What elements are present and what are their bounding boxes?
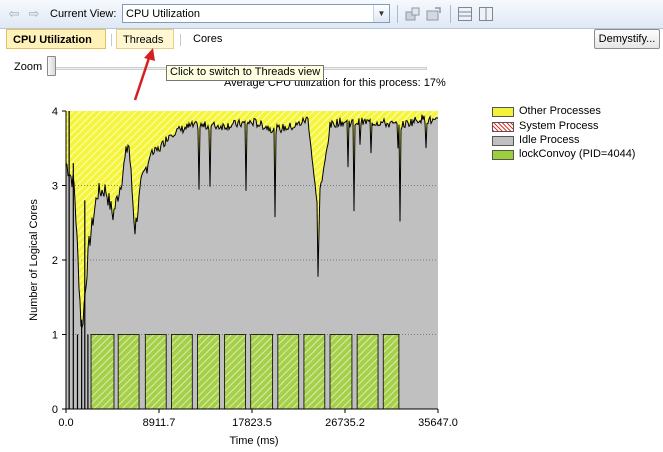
lockconvoy-burst (144, 334, 167, 410)
zoom-slider-thumb[interactable] (47, 56, 56, 76)
zoom-tool-icon[interactable] (405, 6, 421, 22)
current-view-dropdown[interactable]: CPU Utilization ▼ (122, 4, 390, 23)
lockconvoy-burst (277, 334, 300, 410)
y-tick-label: 4 (52, 106, 58, 118)
lockconvoy-burst (197, 334, 220, 410)
toolbar-separator (450, 5, 451, 23)
zoom-label: Zoom (14, 61, 43, 73)
vertical-split-icon[interactable] (478, 6, 494, 22)
x-tick-label: 0.0 (58, 417, 73, 429)
current-view-value: CPU Utilization (126, 8, 200, 20)
demystify-button[interactable]: Demystify... (594, 29, 660, 49)
legend-label: lockConvoy (PID=4044) (519, 148, 636, 160)
lockconvoy-burst (117, 334, 140, 410)
y-axis-label: Number of Logical Cores (28, 199, 40, 321)
lockconvoy-burst (224, 334, 246, 410)
lockconvoy-burst (382, 334, 400, 410)
toolbar-separator (397, 5, 398, 23)
tab-cpu-utilization[interactable]: CPU Utilization (6, 29, 106, 49)
axes: 0 1 2 3 4 0.0 8911.7 17823.5 26735.2 35647.0 Time … (28, 106, 458, 447)
toolbar: ⇦ ⇨ Current View: CPU Utilization ▼ (0, 0, 663, 29)
chevron-down-icon[interactable]: ▼ (373, 5, 389, 22)
red-arrow-icon (133, 48, 155, 101)
lockconvoy-burst (303, 334, 326, 410)
x-tick-label: 35647.0 (418, 417, 458, 429)
lockconvoy-burst (356, 334, 379, 410)
x-axis-label: Time (ms) (229, 435, 278, 447)
x-tick-label: 26735.2 (325, 417, 365, 429)
y-tick-label: 0 (52, 404, 58, 416)
legend-label: System Process (519, 120, 599, 132)
x-tick-label: 17823.5 (232, 417, 272, 429)
y-tick-label: 1 (52, 330, 58, 342)
legend-swatch-process (492, 150, 514, 160)
export-icon[interactable] (426, 6, 442, 22)
tab-threads[interactable]: Threads (116, 29, 174, 49)
tab-cores[interactable]: Cores (193, 33, 223, 45)
lockconvoy-burst (90, 334, 115, 410)
legend-label: Other Processes (519, 105, 601, 117)
lockconvoy-burst (171, 334, 193, 410)
view-tabs: CPU Utilization Threads Cores (0, 28, 663, 52)
y-tick-label: 2 (52, 255, 58, 267)
legend-swatch-system (492, 122, 514, 132)
forward-arrow-icon[interactable]: ⇨ (28, 6, 40, 21)
current-view-label: Current View: (50, 8, 117, 20)
idle-process-line (65, 114, 439, 329)
tab-separator (111, 34, 112, 46)
legend-swatch-idle (492, 136, 514, 146)
back-arrow-icon[interactable]: ⇦ (8, 6, 20, 21)
y-tick-label: 3 (52, 181, 58, 193)
tooltip: Click to switch to Threads view (166, 65, 325, 81)
horizontal-split-icon[interactable] (457, 6, 473, 22)
x-tick-label: 8911.7 (143, 417, 176, 429)
legend-swatch-other (492, 107, 514, 117)
lockconvoy-burst (250, 334, 274, 410)
lockconvoy-burst (329, 334, 353, 410)
legend-label: Idle Process (519, 134, 580, 146)
tab-separator (180, 34, 181, 46)
